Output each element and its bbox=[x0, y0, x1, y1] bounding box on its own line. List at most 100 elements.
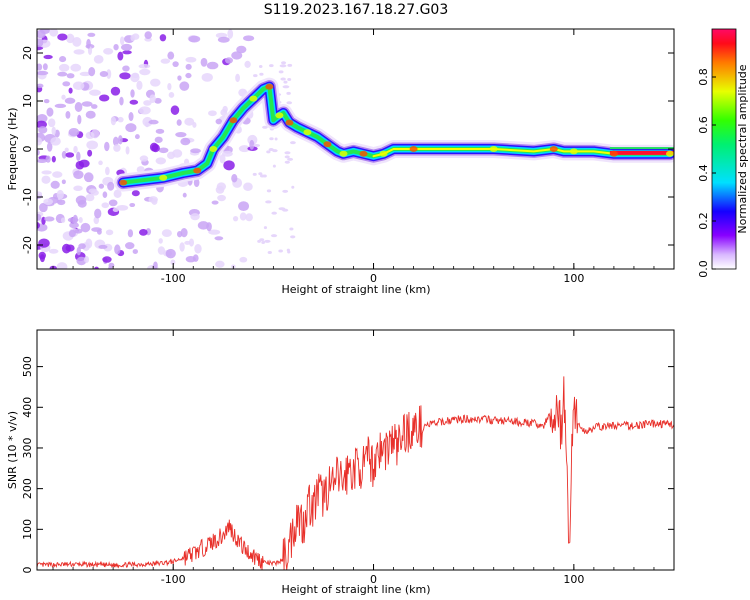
snr-xtick-label: -100 bbox=[161, 573, 186, 586]
noise-speckle bbox=[167, 82, 172, 91]
noise-speckle bbox=[48, 118, 56, 128]
noise-speckle bbox=[190, 148, 201, 154]
noise-speckle bbox=[148, 119, 159, 125]
noise-speckle bbox=[184, 117, 195, 126]
noise-speckle bbox=[69, 222, 79, 229]
noise-speckle bbox=[107, 181, 115, 191]
noise-speckle bbox=[144, 31, 152, 39]
noise-speckle bbox=[46, 142, 53, 152]
noise-speckle bbox=[102, 191, 108, 199]
noise-speckle bbox=[160, 58, 171, 64]
noise-speckle bbox=[37, 63, 43, 71]
noise-speckle bbox=[56, 189, 64, 200]
noise-speckle bbox=[151, 144, 160, 153]
noise-speckle bbox=[289, 227, 294, 231]
ridge-blob bbox=[549, 146, 558, 152]
noise-speckle bbox=[278, 70, 284, 74]
noise-speckle bbox=[231, 51, 243, 60]
colorbar-ticks: 0.0 0.2 0.4 0.6 0.8 bbox=[697, 68, 716, 278]
noise-speckle bbox=[117, 51, 124, 61]
noise-speckle bbox=[221, 150, 233, 157]
ridge-blob bbox=[409, 146, 418, 152]
noise-speckle bbox=[73, 170, 84, 179]
colorbar-label: Normalized spectral amplitude bbox=[736, 64, 749, 233]
noise-speckle bbox=[128, 112, 134, 122]
noise-speckle bbox=[157, 246, 166, 255]
noise-speckle bbox=[76, 256, 87, 266]
noise-speckle bbox=[154, 136, 163, 143]
noise-speckle bbox=[129, 99, 139, 105]
noise-speckle bbox=[43, 98, 50, 104]
noise-speckle bbox=[37, 221, 40, 229]
noise-speckle bbox=[167, 151, 176, 160]
noise-speckle bbox=[60, 217, 66, 223]
noise-speckle bbox=[182, 192, 187, 198]
snr-frame bbox=[36, 329, 675, 571]
colorbar-tick-label: 0.6 bbox=[697, 116, 710, 134]
noise-speckle bbox=[57, 199, 66, 206]
noise-speckle bbox=[266, 189, 272, 193]
noise-speckle bbox=[131, 190, 140, 197]
noise-speckle bbox=[179, 81, 190, 91]
noise-speckle bbox=[155, 128, 165, 134]
noise-speckle bbox=[184, 240, 191, 245]
noise-speckle bbox=[190, 213, 200, 221]
noise-speckle bbox=[90, 104, 98, 109]
noise-speckle bbox=[84, 255, 90, 264]
noise-speckle bbox=[88, 188, 98, 193]
snr-ytick-label: 400 bbox=[21, 397, 34, 418]
noise-speckle bbox=[38, 238, 50, 248]
noise-speckle bbox=[272, 149, 278, 153]
noise-speckle bbox=[197, 221, 210, 230]
noise-speckle bbox=[170, 259, 176, 265]
noise-speckle bbox=[287, 63, 293, 67]
noise-speckle bbox=[280, 77, 286, 81]
noise-speckle bbox=[219, 154, 226, 164]
noise-speckle bbox=[245, 213, 253, 222]
ridge-blob bbox=[209, 146, 218, 152]
noise-speckle bbox=[143, 100, 152, 106]
noise-speckle bbox=[272, 164, 276, 168]
noise-speckle bbox=[103, 47, 114, 55]
noise-speckle bbox=[68, 87, 73, 94]
spectrogram-ytick-label: -20 bbox=[21, 236, 34, 254]
noise-speckle bbox=[283, 80, 288, 84]
noise-speckle bbox=[284, 160, 290, 164]
noise-speckle bbox=[56, 262, 68, 269]
snr-ytick-label: 100 bbox=[21, 519, 34, 540]
noise-speckle bbox=[105, 229, 114, 236]
noise-speckle bbox=[130, 89, 135, 98]
noise-speckle bbox=[57, 33, 68, 41]
noise-speckle bbox=[85, 193, 95, 202]
noise-speckle bbox=[287, 78, 292, 82]
ridge-blob bbox=[275, 112, 284, 119]
noise-speckle bbox=[50, 180, 60, 189]
ridge-blob bbox=[265, 83, 274, 90]
noise-speckle bbox=[74, 228, 83, 234]
noise-speckle bbox=[74, 102, 83, 113]
noise-speckle bbox=[94, 208, 102, 219]
spectrogram-ytick-label: 10 bbox=[21, 94, 34, 108]
spectrogram-xtick-label: 100 bbox=[563, 272, 584, 285]
noise-speckle bbox=[282, 85, 290, 89]
noise-speckle bbox=[185, 72, 192, 79]
noise-speckle bbox=[90, 129, 100, 139]
noise-speckle bbox=[112, 136, 119, 147]
noise-speckle bbox=[179, 242, 185, 252]
noise-speckle bbox=[116, 204, 129, 211]
noise-speckle bbox=[165, 248, 176, 259]
noise-speckle bbox=[201, 72, 213, 82]
snr-ytick-label: 0 bbox=[21, 567, 34, 574]
noise-speckle bbox=[80, 222, 91, 233]
noise-speckle bbox=[215, 118, 223, 125]
noise-speckle bbox=[120, 43, 133, 51]
noise-speckle bbox=[284, 151, 291, 155]
noise-speckle bbox=[67, 217, 79, 223]
noise-speckle bbox=[44, 216, 55, 222]
noise-speckle bbox=[65, 244, 75, 252]
noise-speckle bbox=[259, 72, 264, 76]
noise-speckle bbox=[253, 143, 261, 147]
noise-speckle bbox=[262, 125, 268, 129]
